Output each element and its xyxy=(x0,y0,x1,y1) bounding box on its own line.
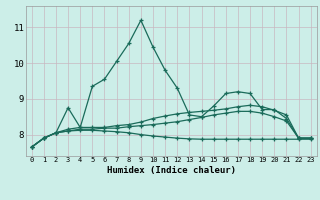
X-axis label: Humidex (Indice chaleur): Humidex (Indice chaleur) xyxy=(107,166,236,175)
